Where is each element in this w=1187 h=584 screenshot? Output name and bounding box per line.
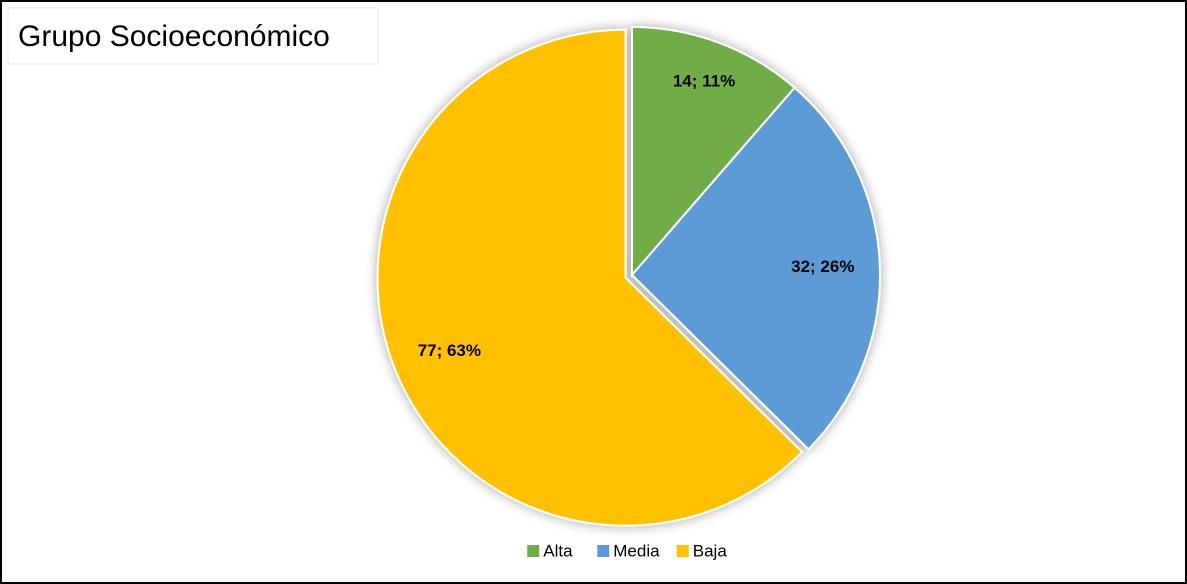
legend-label: Baja (693, 541, 728, 560)
title-box (7, 7, 379, 65)
chart-title: Grupo Socioeconómico (18, 20, 330, 53)
legend-swatch (597, 545, 610, 557)
pie-slice (630, 86, 881, 451)
pie-slice (631, 25, 797, 278)
data-label: 32; 26% (791, 257, 854, 276)
data-label: 14; 11% (673, 72, 735, 91)
pie-slice (376, 28, 804, 527)
legend-label: Media (613, 541, 660, 560)
legend-swatch (527, 545, 540, 557)
pie (376, 25, 881, 527)
legend-swatch (676, 545, 689, 557)
legend-label: Alta (543, 541, 573, 560)
data-label: 77; 63% (418, 341, 481, 360)
